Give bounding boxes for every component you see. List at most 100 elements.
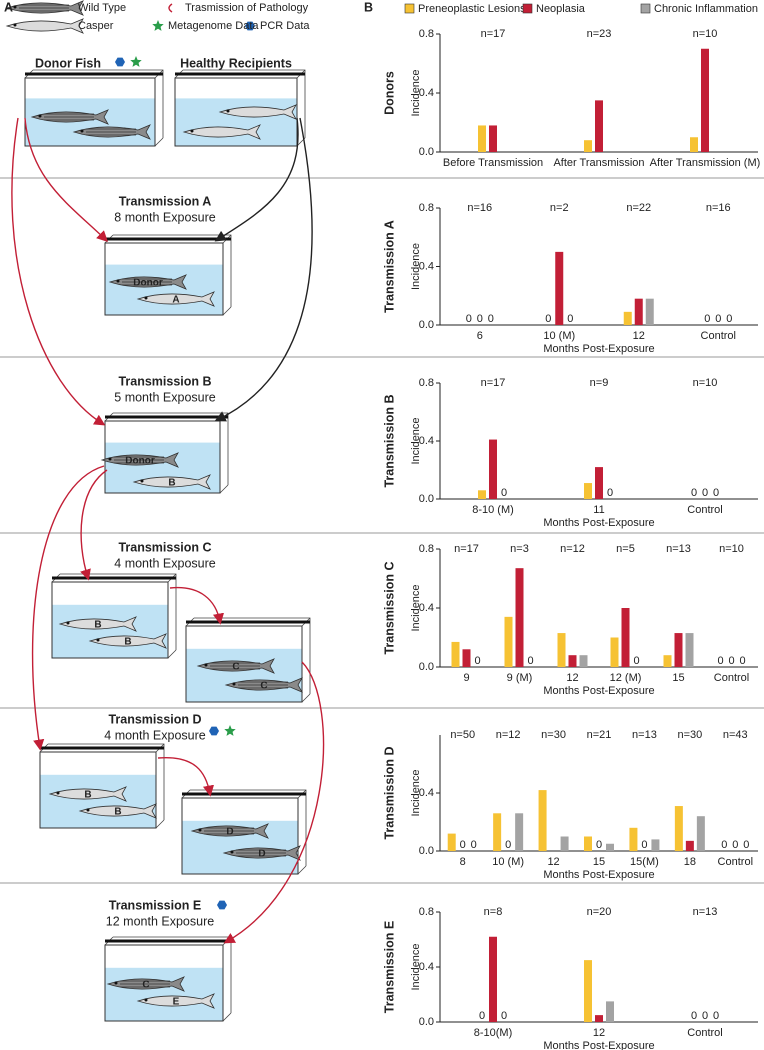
stage-title: Transmission C — [118, 540, 211, 554]
arrow — [24, 117, 109, 242]
zero-label: 0 — [466, 313, 472, 325]
y-tick-label: 0.0 — [419, 146, 434, 158]
tank — [104, 944, 224, 1022]
tank — [24, 77, 156, 147]
n-label: n=2 — [550, 202, 569, 214]
fish-body — [182, 124, 261, 140]
tank — [185, 625, 303, 703]
fish-body — [88, 633, 167, 649]
legend-label: Casper — [78, 20, 114, 32]
casper-fish — [218, 104, 297, 120]
bar — [568, 655, 577, 667]
y-tick-label: 0.4 — [419, 435, 434, 447]
zero-label: 0 — [479, 1010, 485, 1022]
zero-label: 0 — [728, 655, 734, 667]
bar — [489, 936, 497, 1022]
x-axis-label: Months Post-Exposure — [543, 517, 654, 529]
tank — [39, 751, 157, 829]
zero-label: 0 — [488, 313, 494, 325]
zero-label: 0 — [732, 839, 738, 851]
fish-label: C — [232, 662, 239, 673]
metagenome-icon — [224, 725, 236, 736]
n-label: n=17 — [481, 28, 506, 40]
n-label: n=5 — [616, 543, 635, 555]
bar — [538, 790, 547, 851]
zero-label: 0 — [713, 1010, 719, 1022]
fish-eye — [56, 791, 60, 795]
bar — [595, 1015, 603, 1022]
wild-type-fish — [72, 124, 151, 140]
fish-label: B — [124, 637, 131, 648]
fish-label: D — [226, 827, 233, 838]
zero-label: 0 — [596, 839, 602, 851]
arrow — [214, 117, 313, 422]
zero-label: 0 — [545, 313, 551, 325]
zero-label: 0 — [715, 313, 721, 325]
bar — [478, 490, 486, 499]
fish-label: C — [260, 681, 267, 692]
bar — [685, 840, 694, 851]
fish-body — [136, 291, 215, 307]
bar — [451, 641, 460, 667]
pcr-icon — [115, 57, 125, 67]
zero-label: 0 — [460, 839, 466, 851]
fish-eye — [204, 663, 208, 667]
fish-eye — [190, 129, 194, 133]
x-tick-label: 12 — [633, 330, 645, 342]
bar — [690, 137, 698, 152]
bar — [696, 816, 705, 851]
y-tick-label: 0.0 — [419, 661, 434, 673]
fish-eye — [232, 682, 236, 686]
x-tick-label: 10 (M) — [543, 330, 575, 342]
x-tick-label: 15 — [593, 856, 605, 868]
bar — [584, 483, 592, 499]
legend-label: Metagenome Data — [168, 20, 259, 32]
arrow — [223, 661, 325, 944]
fish-eye — [13, 5, 17, 9]
zero-label: 0 — [721, 839, 727, 851]
x-tick-label: 12 — [593, 1027, 605, 1039]
tank — [104, 420, 221, 494]
tank-water — [52, 604, 168, 658]
legend-swatch — [640, 3, 651, 14]
y-tick-label: 0.4 — [419, 260, 434, 272]
x-tick-label: Control — [687, 504, 722, 516]
zero-label: 0 — [607, 487, 613, 499]
tank — [174, 77, 298, 147]
panel-label: B — [364, 0, 373, 14]
y-tick-label: 0.4 — [419, 961, 434, 973]
x-tick-label: 12 — [566, 672, 578, 684]
fish-label: B — [84, 790, 91, 801]
y-tick-label: 0.4 — [419, 87, 434, 99]
x-tick-label: Control — [714, 672, 749, 684]
fish-eye — [144, 296, 148, 300]
y-axis-label: Incidence — [410, 69, 422, 116]
legend-swatch — [522, 3, 533, 14]
fish-eye — [13, 23, 17, 27]
tank-water — [175, 98, 297, 146]
tank — [181, 797, 299, 875]
tank-water — [105, 967, 223, 1021]
zero-label: 0 — [501, 1010, 507, 1022]
bar — [623, 311, 632, 325]
panel-label: A — [4, 0, 13, 14]
n-label: n=10 — [693, 28, 718, 40]
fish-eye — [108, 457, 112, 461]
arrow — [214, 117, 299, 242]
wild-type-fish — [5, 0, 84, 16]
n-label: n=30 — [677, 729, 702, 741]
fish-label: E — [173, 997, 180, 1008]
bar — [674, 806, 683, 851]
zero-label: 0 — [477, 313, 483, 325]
n-label: n=13 — [693, 906, 718, 918]
stage-subtitle: 4 month Exposure — [104, 728, 205, 742]
n-label: n=9 — [590, 377, 609, 389]
bar — [606, 843, 614, 851]
bar — [504, 616, 513, 667]
casper-fish: B — [48, 786, 127, 802]
casper-fish — [5, 18, 84, 34]
donor-title: Donor Fish — [35, 56, 101, 70]
row-label: Transmission A — [382, 220, 396, 313]
fish-body — [132, 474, 211, 490]
fish-body — [48, 786, 127, 802]
